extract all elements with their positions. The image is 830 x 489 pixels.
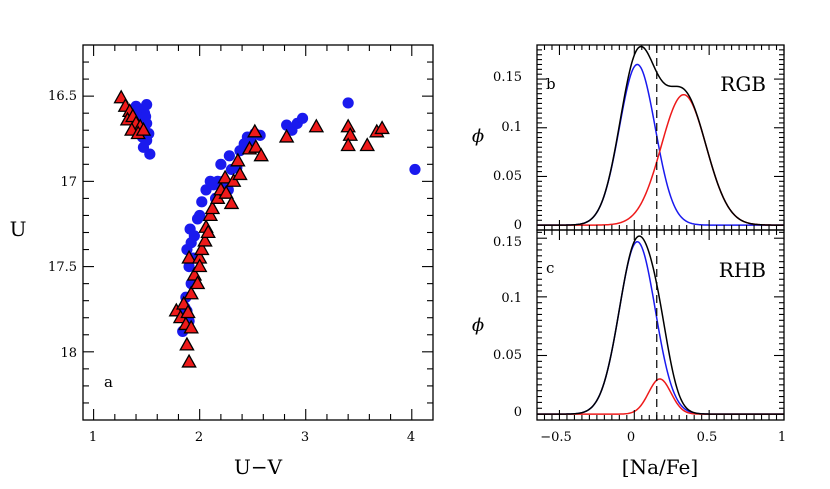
panel-c-xtick: −0.5 <box>540 430 572 445</box>
panel-c-ytick: 0.1 <box>501 291 522 306</box>
data-point-triangle <box>217 169 233 184</box>
panel-a-tick-marks <box>83 45 433 420</box>
data-point-triangle <box>204 200 221 215</box>
data-point-triangle <box>359 137 376 152</box>
panel-a: 1 2 3 4 16.5 17 17.5 18 U−V U a <box>10 44 434 479</box>
data-point-triangle <box>342 127 359 141</box>
panel-a-tag: a <box>104 373 113 391</box>
panel-c-curves <box>537 235 784 415</box>
data-point-circle <box>144 148 156 160</box>
panel-c-ytick: 0 <box>514 405 522 420</box>
data-point-circle <box>183 260 195 273</box>
density-curve <box>537 235 784 415</box>
panel-b-curves <box>537 45 785 226</box>
panel-b-ytick: 0 <box>514 218 522 233</box>
data-point-triangle <box>189 275 206 290</box>
panel-b-title: RGB <box>720 72 766 96</box>
data-point-triangle <box>232 166 248 181</box>
data-point-circle <box>409 163 421 176</box>
data-point-triangle <box>183 319 199 334</box>
density-curve <box>537 93 785 226</box>
data-point-triangle <box>183 285 199 300</box>
panel-b-ytick: 0.15 <box>493 70 522 85</box>
panel-a-xtick: 4 <box>407 430 415 445</box>
panel-a-marks <box>113 89 421 368</box>
panel-a-ytick: 18 <box>60 346 77 361</box>
panel-c-xtick: 1 <box>778 430 786 445</box>
data-point-triangle <box>180 304 196 319</box>
panel-a-xlabel: U−V <box>234 455 283 479</box>
data-point-circle <box>139 110 152 123</box>
data-point-circle <box>194 209 206 222</box>
panel-c-ylabel: ϕ <box>472 315 484 336</box>
density-curve <box>537 378 784 415</box>
data-point-circle <box>141 99 153 111</box>
data-point-circle <box>215 158 227 170</box>
panel-a-xtick: 1 <box>89 430 97 445</box>
panel-c-xtick: 0 <box>627 430 635 445</box>
data-point-triangle <box>181 353 197 368</box>
data-point-circle <box>188 230 200 242</box>
data-point-triangle <box>374 120 390 135</box>
data-point-circle <box>342 97 354 109</box>
data-point-triangle <box>340 137 356 152</box>
data-point-circle <box>196 196 208 208</box>
panel-b-ytick: 0.1 <box>501 120 522 135</box>
panel-c-ytick: 0.05 <box>493 348 522 363</box>
panel-a-ytick: 17 <box>60 175 77 190</box>
panel-b: 0 0.05 0.1 0.15 ϕ b RGB <box>472 44 785 233</box>
panel-c-title: RHB <box>719 258 766 282</box>
panel-a-xtick: 2 <box>195 430 203 445</box>
panel-a-ylabel: U <box>10 217 27 241</box>
panel-c-tag: c <box>546 259 554 277</box>
data-point-triangle <box>223 195 240 210</box>
data-point-triangle <box>230 152 246 167</box>
panel-c-ytick: 0.15 <box>493 235 522 250</box>
panel-a-ytick: 16.5 <box>48 89 77 104</box>
data-point-circle <box>223 150 235 162</box>
panel-b-ytick: 0.05 <box>493 169 522 184</box>
panel-c-frame <box>536 229 785 421</box>
data-point-triangle <box>253 147 269 162</box>
data-point-triangle <box>194 241 210 256</box>
data-point-triangle <box>200 224 216 239</box>
panel-b-tag: b <box>546 75 556 93</box>
data-point-triangle <box>340 118 356 133</box>
data-point-triangle <box>202 207 219 222</box>
data-point-triangle <box>218 184 234 199</box>
panel-c-xlabel: [Na/Fe] <box>622 455 698 479</box>
panel-b-tick-marks <box>537 45 785 230</box>
data-point-triangle <box>308 118 325 133</box>
data-point-triangle <box>247 123 263 138</box>
data-point-triangle <box>248 138 264 153</box>
data-point-triangle <box>179 336 195 351</box>
panel-b-ylabel: ϕ <box>472 126 484 147</box>
panel-a-ytick: 17.5 <box>48 260 77 275</box>
data-point-triangle <box>197 232 213 247</box>
data-point-triangle <box>225 173 242 187</box>
panel-a-xtick: 3 <box>301 430 309 445</box>
data-point-triangle <box>135 121 152 136</box>
panel-c-tick-marks <box>537 230 785 420</box>
data-point-triangle <box>181 249 197 264</box>
data-point-triangle <box>278 128 295 143</box>
panel-c: −0.5 0 0.5 1 0 0.05 0.1 0.15 ϕ c RHB [Na… <box>472 229 786 479</box>
panel-c-xtick: 0.5 <box>697 430 718 445</box>
data-point-triangle <box>191 258 208 273</box>
data-point-circle <box>296 112 309 124</box>
density-curve <box>537 45 785 226</box>
